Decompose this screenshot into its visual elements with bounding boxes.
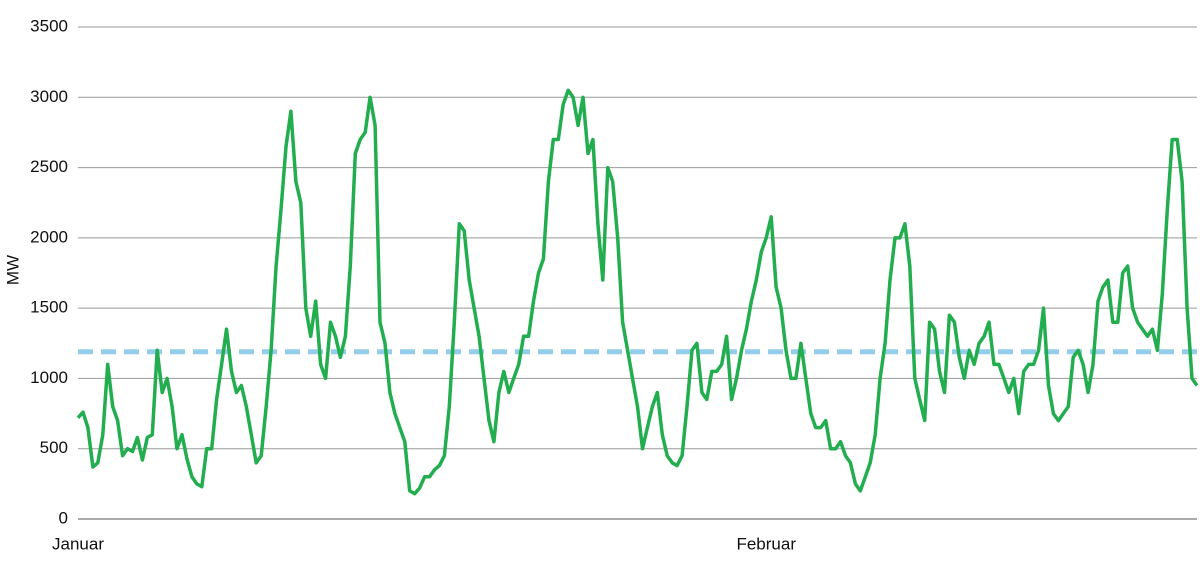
y-tick-label: 1000 (30, 368, 68, 387)
series-line (76, 88, 1199, 496)
y-tick-label: 2500 (30, 157, 68, 176)
y-tick-label: 500 (40, 438, 68, 457)
y-tick-label: 3000 (30, 87, 68, 106)
y-tick-label: 1500 (30, 298, 68, 317)
x-tick-label: Februar (736, 534, 796, 553)
y-tick-label: 0 (59, 508, 68, 527)
y-tick-label: 2000 (30, 227, 68, 246)
x-tick-label: Januar (52, 534, 104, 553)
y-tick-label: 3500 (30, 16, 68, 35)
y-axis-label: MW (3, 255, 22, 285)
